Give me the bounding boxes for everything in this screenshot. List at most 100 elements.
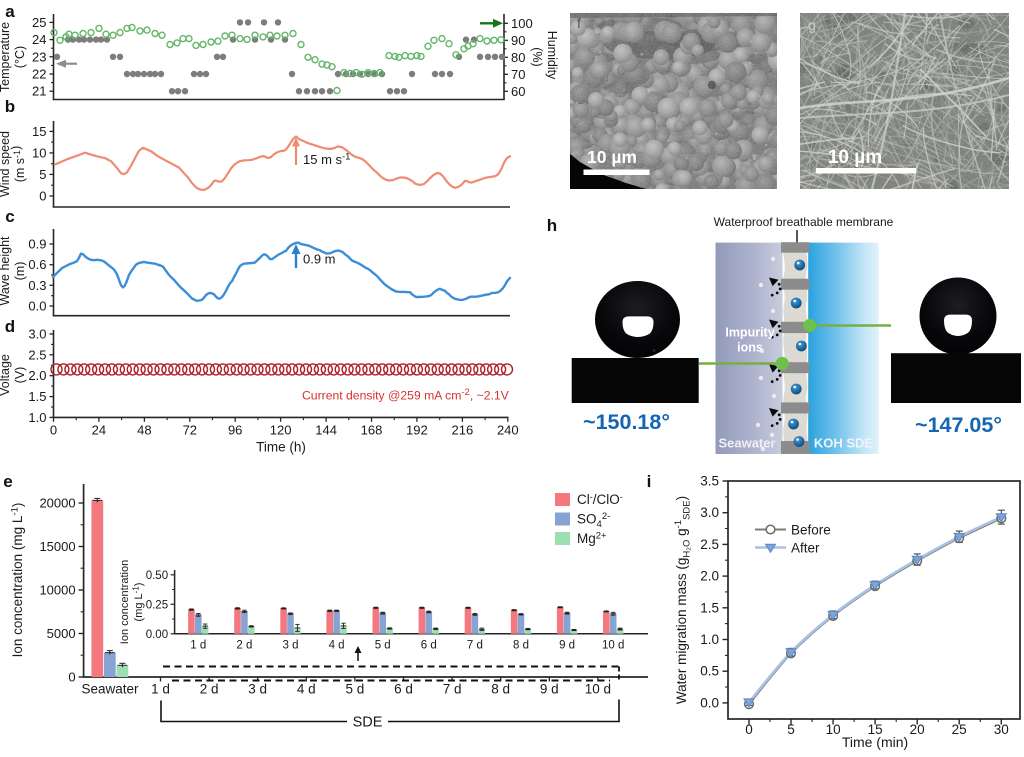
svg-text:10: 10 [826,722,841,737]
svg-text:Waterproof breathable membrane: Waterproof breathable membrane [714,215,894,229]
svg-text:h: h [547,216,557,235]
svg-text:15: 15 [32,124,46,139]
svg-text:0: 0 [745,722,753,737]
svg-text:(°C): (°C) [13,46,27,68]
svg-text:Temperature: Temperature [0,22,12,92]
svg-text:Ion concentration (mg L-1): Ion concentration (mg L-1) [10,503,26,658]
svg-text:c: c [5,207,14,226]
svg-text:1.0: 1.0 [700,632,719,647]
svg-text:0: 0 [68,670,75,685]
svg-text:After: After [791,541,820,556]
svg-text:25: 25 [952,722,967,737]
svg-text:0: 0 [39,189,46,204]
svg-text:6 d: 6 d [421,640,437,652]
svg-text:Current density @259 mA cm-2,: Current density @259 mA cm-2, ~2.1V [302,387,510,403]
svg-text:15000: 15000 [39,539,75,554]
svg-text:Time (min): Time (min) [842,734,908,750]
svg-text:5: 5 [39,167,46,182]
svg-text:10 d: 10 d [585,682,611,697]
svg-text:2.0: 2.0 [28,368,46,383]
svg-text:Impurity: Impurity [725,326,774,340]
svg-text:(m): (m) [13,262,27,281]
svg-text:0.9 m: 0.9 m [303,251,336,266]
svg-text:8 d: 8 d [491,682,510,697]
svg-text:15: 15 [868,722,883,737]
svg-text:96: 96 [228,423,242,438]
svg-text:Ion concentration: Ion concentration [119,560,131,644]
svg-text:30: 30 [994,722,1009,737]
svg-text:10000: 10000 [39,583,75,598]
svg-text:80: 80 [511,50,525,65]
svg-text:240: 240 [497,423,519,438]
svg-text:72: 72 [183,423,197,438]
svg-text:Time (h): Time (h) [256,440,306,455]
svg-text:0.3: 0.3 [28,278,46,293]
svg-text:Before: Before [791,523,831,538]
svg-text:Wind speed: Wind speed [0,131,12,197]
svg-text:ions: ions [737,341,763,355]
svg-text:48: 48 [137,423,151,438]
svg-text:1 d: 1 d [190,640,206,652]
svg-text:9 d: 9 d [540,682,559,697]
svg-text:24: 24 [92,423,106,438]
svg-text:20: 20 [910,722,925,737]
svg-text:8 d: 8 d [513,640,529,652]
svg-text:e: e [3,472,12,491]
svg-text:3.5: 3.5 [700,474,719,489]
svg-text:0.25: 0.25 [146,599,168,611]
svg-text:20000: 20000 [39,496,75,511]
svg-text:2.5: 2.5 [700,537,719,552]
svg-text:100: 100 [511,16,533,31]
svg-text:192: 192 [406,423,428,438]
svg-text:23: 23 [32,49,46,64]
svg-text:3 d: 3 d [248,682,267,697]
svg-text:0.9: 0.9 [28,237,46,252]
svg-text:10 µm: 10 µm [587,147,637,167]
svg-text:Voltage: Voltage [0,354,12,396]
svg-text:f: f [577,15,581,31]
svg-text:2.0: 2.0 [700,569,719,584]
svg-text:Humidity: Humidity [545,31,559,80]
svg-text:SDE: SDE [353,715,383,731]
svg-text:7 d: 7 d [467,640,483,652]
svg-text:144: 144 [315,423,337,438]
svg-text:0.50: 0.50 [146,570,168,582]
svg-text:0.0: 0.0 [700,695,719,710]
svg-text:216: 216 [452,423,474,438]
svg-text:4 d: 4 d [297,682,316,697]
svg-text:1.5: 1.5 [700,600,719,615]
svg-text:10 µm: 10 µm [828,147,882,168]
svg-text:5000: 5000 [47,626,76,641]
svg-text:21: 21 [32,84,46,99]
svg-text:Cl-/ClO-: Cl-/ClO- [577,492,623,507]
svg-text:0.5: 0.5 [700,664,719,679]
svg-text:g: g [808,17,816,33]
svg-text:10 d: 10 d [602,640,624,652]
svg-text:0: 0 [50,423,57,438]
svg-text:a: a [5,2,15,21]
svg-text:60: 60 [511,84,525,99]
svg-text:3.0: 3.0 [28,327,46,342]
svg-text:1.0: 1.0 [28,410,46,425]
svg-text:22: 22 [32,67,46,82]
svg-text:5: 5 [787,722,795,737]
svg-text:3.0: 3.0 [700,505,719,520]
svg-text:Seawater: Seawater [81,682,139,697]
svg-text:6 d: 6 d [394,682,413,697]
svg-text:2 d: 2 d [236,640,252,652]
svg-text:(V): (V) [13,367,27,384]
svg-text:KOH SDE: KOH SDE [814,436,874,451]
svg-text:(%): (%) [530,47,544,66]
svg-text:3 d: 3 d [283,640,299,652]
svg-text:15 m s-1: 15 m s-1 [303,152,350,168]
svg-text:168: 168 [361,423,383,438]
svg-text:Wave height: Wave height [0,236,12,306]
svg-text:~150.18°: ~150.18° [583,410,670,434]
svg-text:1.5: 1.5 [28,389,46,404]
svg-text:2 d: 2 d [200,682,219,697]
svg-text:7 d: 7 d [443,682,462,697]
svg-text:5 d: 5 d [375,640,391,652]
svg-text:0.6: 0.6 [28,257,46,272]
svg-text:24: 24 [32,32,46,47]
svg-text:2.5: 2.5 [28,347,46,362]
